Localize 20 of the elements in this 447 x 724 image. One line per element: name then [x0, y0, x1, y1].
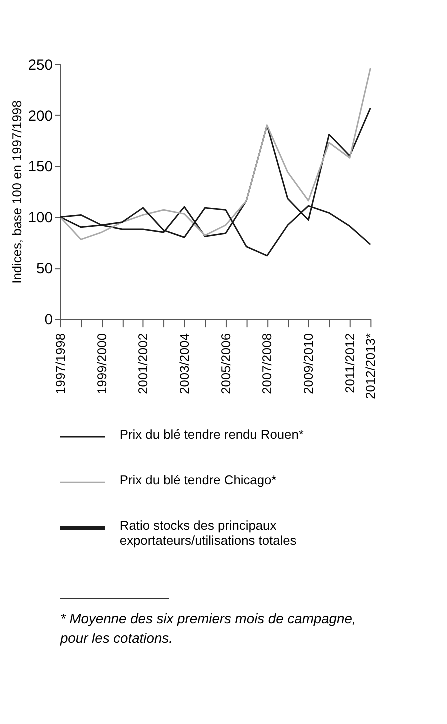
x-tick-label: 2003/2004	[177, 333, 192, 394]
legend-label: Prix du blé tendre rendu Rouen*	[120, 427, 304, 442]
x-tick-label: 2011/2012	[342, 333, 358, 394]
x-tick-label: 2012/2013*	[363, 333, 378, 400]
x-tick-label: 2009/2010	[301, 333, 316, 394]
y-axis-title: Indices, base 100 en 1997/1998	[9, 100, 24, 284]
y-tick-label: 150	[28, 160, 54, 176]
legend-label: Prix du blé tendre Chicago*	[120, 472, 277, 488]
x-tick-label: 2001/2002	[136, 333, 151, 394]
y-tick-label: 100	[28, 210, 54, 227]
x-tick-label: 2007/2008	[260, 333, 275, 394]
x-tick-label: 1997/1998	[52, 333, 68, 394]
y-tick-label: 250	[28, 58, 54, 74]
y-tick-label: 0	[44, 312, 54, 329]
y-tick-label: 50	[36, 262, 54, 278]
y-tick-label: 200	[28, 108, 54, 125]
x-tick-label: 2005/2006	[218, 333, 234, 394]
text: * Moyenne des six premiers mois de campagne, pour les cotations.	[59, 610, 356, 646]
x-tick-label: 1999/2000	[94, 333, 110, 394]
legend-label: Ratio stocks des principaux exportateurs/utilisations totales	[120, 518, 297, 548]
